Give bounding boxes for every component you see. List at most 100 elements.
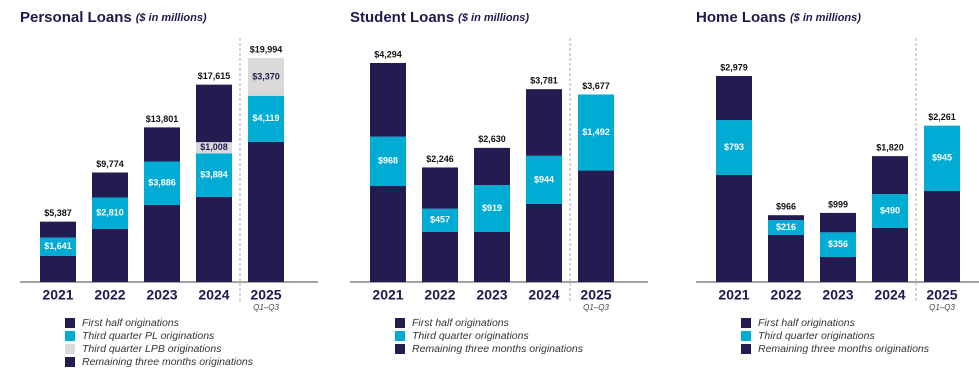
x-tick-label: 2021 <box>42 287 73 303</box>
bar-segment <box>370 63 406 137</box>
chart-title: Student Loans ($ in millions) <box>350 9 529 26</box>
x-tick-label: 2023 <box>822 287 853 303</box>
total-label: $3,677 <box>582 81 610 91</box>
bar-segment <box>768 215 804 221</box>
legend-label: Third quarter PL originations <box>82 330 215 342</box>
bar-segment <box>196 84 232 143</box>
bar-segment <box>370 136 406 187</box>
legend-label: Remaining three months originations <box>412 343 584 355</box>
bar-segment <box>872 227 908 282</box>
segment-label: $216 <box>776 222 796 232</box>
bar-segment <box>144 205 180 282</box>
x-tick-label: 2021 <box>718 287 749 303</box>
bar-segment <box>578 170 614 282</box>
legend-label: Third quarter LPB originations <box>82 343 222 355</box>
bar-segment <box>872 156 908 195</box>
total-label: $13,801 <box>146 114 179 124</box>
segment-label: $968 <box>378 156 398 166</box>
legend-label: Remaining three months originations <box>82 356 254 368</box>
bar-segment <box>422 208 458 233</box>
total-label: $5,387 <box>44 208 72 218</box>
segment-label: $2,810 <box>96 208 124 218</box>
chart-title: Home Loans ($ in millions) <box>696 9 861 26</box>
bar-segment <box>716 76 752 121</box>
total-label: $3,781 <box>530 76 558 86</box>
bar-segment <box>248 95 284 142</box>
total-label: $2,246 <box>426 154 454 164</box>
title: Personal Loans <box>20 9 132 26</box>
total-label: $9,774 <box>96 159 124 169</box>
segment-label: $793 <box>724 142 744 152</box>
bar-segment <box>92 172 128 198</box>
total-label: $2,261 <box>928 112 956 122</box>
legend-swatch <box>395 331 405 341</box>
bar-segment <box>924 190 960 282</box>
legend-label: Third quarter originations <box>412 330 529 342</box>
segment-label: $919 <box>482 203 502 213</box>
bar-segment <box>924 125 960 191</box>
x-tick-label: 2022 <box>94 287 125 303</box>
segment-label: $490 <box>880 205 900 215</box>
bar-segment <box>578 94 614 171</box>
x-tick-label: 2022 <box>770 287 801 303</box>
x-tick-label: 2024 <box>198 287 229 303</box>
segment-label: $944 <box>534 174 554 184</box>
total-label: $2,979 <box>720 62 748 72</box>
legend-swatch <box>65 344 75 354</box>
legend-swatch <box>741 344 751 354</box>
bar-segment <box>474 232 510 282</box>
segment-label: $3,370 <box>252 71 280 81</box>
x-tick-label: 2025 <box>250 287 281 303</box>
category-note: Q1–Q3 <box>583 303 609 312</box>
x-tick-label: 2021 <box>372 287 403 303</box>
bar-segment <box>526 203 562 282</box>
total-label: $1,820 <box>876 143 904 153</box>
bar-segment <box>196 196 232 282</box>
segment-label: $356 <box>828 239 848 249</box>
bar-segment <box>526 89 562 156</box>
legend-swatch <box>395 344 405 354</box>
legend-label: First half originations <box>82 317 180 329</box>
bar-segment <box>40 221 76 238</box>
bar-segment <box>248 141 284 282</box>
segment-label: $4,119 <box>252 113 279 123</box>
x-tick-label: 2025 <box>580 287 611 303</box>
legend-swatch <box>65 357 75 367</box>
title: Home Loans <box>696 9 786 26</box>
segment-label: $1,641 <box>44 241 72 251</box>
legend-label: Third quarter originations <box>758 330 875 342</box>
legend-label: First half originations <box>412 317 510 329</box>
bar-segment <box>40 255 76 282</box>
bar-segment <box>248 58 284 96</box>
chart-title: Personal Loans ($ in millions) <box>20 9 207 26</box>
bar-segment <box>422 167 458 209</box>
segment-label: $1,008 <box>200 142 228 152</box>
bar-segment <box>820 232 856 257</box>
legend-swatch <box>65 318 75 328</box>
bar-segment <box>716 120 752 175</box>
bar-segment <box>144 161 180 206</box>
legend-swatch <box>65 331 75 341</box>
total-label: $2,630 <box>478 134 506 144</box>
legend-swatch <box>741 331 751 341</box>
x-tick-label: 2025 <box>926 287 957 303</box>
x-tick-label: 2022 <box>424 287 455 303</box>
bar-segment <box>820 212 856 233</box>
total-label: $999 <box>828 199 848 209</box>
subtitle: ($ in millions) <box>790 12 861 24</box>
segment-label: $457 <box>430 215 450 225</box>
bar-segment <box>768 234 804 282</box>
bar-segment <box>40 237 76 256</box>
total-label: $17,615 <box>198 71 231 81</box>
x-tick-label: 2023 <box>476 287 507 303</box>
x-tick-label: 2024 <box>874 287 905 303</box>
bar-segment <box>196 153 232 197</box>
x-tick-label: 2023 <box>146 287 177 303</box>
legend-swatch <box>395 318 405 328</box>
bar-segment <box>370 186 406 282</box>
bar-segment <box>92 229 128 282</box>
legend-label: Remaining three months originations <box>758 343 930 355</box>
total-label: $19,994 <box>250 44 283 54</box>
total-label: $966 <box>776 202 796 212</box>
